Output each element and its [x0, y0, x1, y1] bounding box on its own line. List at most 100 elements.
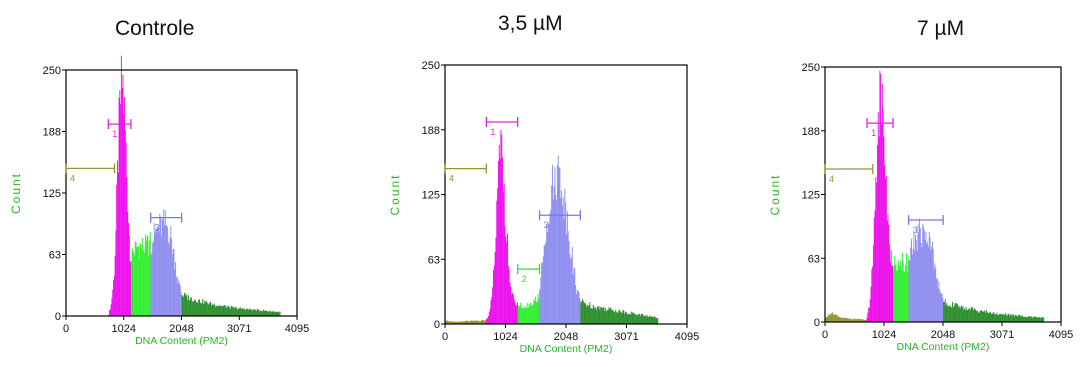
- histogram-bin: [154, 232, 156, 316]
- histogram-bin: [1004, 313, 1006, 322]
- histogram-3-5-um: 0 63 125 188 250 0 1024 2048 3071 4095 DNA Content…: [388, 60, 699, 355]
- histogram-bin: [266, 310, 268, 316]
- histogram-bin: [187, 299, 189, 316]
- histogram-bin: [858, 318, 860, 322]
- histogram-bin: [932, 248, 934, 322]
- region-label: 4: [70, 173, 75, 183]
- histogram-bin: [169, 237, 171, 316]
- histogram-bin: [605, 311, 607, 324]
- histogram-bin: [1002, 314, 1004, 322]
- histogram-bin: [843, 317, 845, 322]
- histogram-bin: [883, 136, 885, 322]
- histogram-bin: [260, 311, 262, 316]
- histogram-bin: [566, 211, 568, 324]
- histogram-bin: [604, 310, 606, 324]
- histogram-bin: [186, 295, 188, 316]
- histogram-bin: [610, 309, 612, 324]
- histogram-bin: [924, 240, 926, 322]
- histogram-bin: [644, 315, 646, 324]
- histogram-bin: [174, 269, 176, 316]
- histogram-bin: [113, 280, 114, 316]
- histogram-bin: [244, 308, 245, 316]
- histogram-bin: [126, 177, 128, 316]
- histogram-bin: [1031, 316, 1033, 322]
- histogram-bin: [218, 305, 220, 316]
- histogram-bin: [175, 262, 177, 316]
- histogram-bin: [930, 250, 932, 322]
- histogram-bin: [602, 307, 604, 324]
- histogram-bin: [609, 308, 611, 324]
- histogram-bin: [525, 307, 527, 324]
- histogram-bin: [461, 321, 463, 324]
- histogram-bin: [648, 316, 650, 324]
- histogram-bin: [251, 309, 253, 316]
- histogram-bin: [184, 292, 185, 316]
- histogram-bin: [653, 317, 655, 324]
- histogram-bin: [568, 240, 570, 324]
- histogram-bin: [457, 321, 459, 324]
- histogram-bin: [448, 321, 450, 324]
- histogram-bin: [211, 303, 213, 316]
- histogram-bin: [927, 242, 929, 322]
- histogram-series-2: [893, 252, 910, 322]
- histogram-bin: [478, 321, 480, 324]
- histogram-bin: [629, 314, 631, 324]
- histogram-bin: [849, 318, 851, 322]
- histogram-bin: [971, 306, 973, 322]
- histogram-bin: [454, 321, 456, 324]
- histogram-bin: [897, 259, 899, 322]
- histogram-bin: [132, 250, 134, 316]
- histogram-bin: [981, 310, 983, 322]
- histogram-bin: [1026, 317, 1028, 322]
- histogram-bin: [893, 269, 894, 322]
- histogram-bin: [580, 301, 582, 324]
- y-tick-label: 250: [802, 62, 820, 74]
- histogram-bin: [239, 307, 241, 316]
- histogram-bin: [863, 319, 865, 322]
- histogram-bin: [633, 312, 635, 324]
- histogram-bin: [245, 309, 247, 316]
- histogram-bin: [592, 304, 594, 324]
- histogram-bin: [632, 312, 634, 324]
- histogram-bin: [536, 301, 538, 324]
- histogram-bin: [875, 176, 877, 322]
- x-tick-label: 0: [822, 329, 828, 341]
- histogram-bin: [845, 317, 847, 322]
- x-tick-label: 4095: [285, 323, 309, 335]
- histogram-bin: [538, 298, 540, 324]
- histogram-bin: [650, 315, 652, 324]
- y-tick-label: 125: [802, 190, 820, 202]
- region-label: 4: [829, 174, 834, 184]
- histogram-bin: [147, 235, 149, 316]
- histogram-bin: [191, 297, 193, 316]
- histogram-bin: [910, 247, 912, 322]
- histogram-bin: [134, 241, 136, 316]
- histogram-bin: [985, 312, 987, 322]
- histogram-bin: [182, 295, 184, 316]
- histogram-bin: [109, 310, 111, 316]
- histogram-bin: [991, 313, 993, 322]
- histogram-bin: [645, 316, 647, 324]
- histogram-bin: [896, 270, 898, 322]
- histogram-bin: [989, 311, 991, 322]
- histogram-bin: [876, 144, 878, 322]
- histogram-bin: [567, 231, 569, 324]
- histogram-bin: [1031, 317, 1033, 322]
- histogram-bin: [964, 308, 966, 322]
- histogram-bin: [497, 188, 499, 324]
- histogram-bin: [614, 312, 616, 324]
- histogram-bin: [529, 306, 531, 324]
- histogram-bin: [1010, 315, 1012, 322]
- histogram-bin: [842, 318, 844, 322]
- histogram-bin: [911, 254, 913, 322]
- histogram-bin: [183, 296, 185, 316]
- histogram-bin: [906, 272, 908, 322]
- histogram-bin: [236, 307, 238, 316]
- histogram-bin: [253, 309, 255, 316]
- histogram-bin: [628, 313, 630, 324]
- histogram-bin: [221, 305, 223, 316]
- histogram-bin: [1007, 313, 1009, 322]
- region-label: 3: [913, 225, 918, 235]
- histogram-bin: [530, 302, 532, 324]
